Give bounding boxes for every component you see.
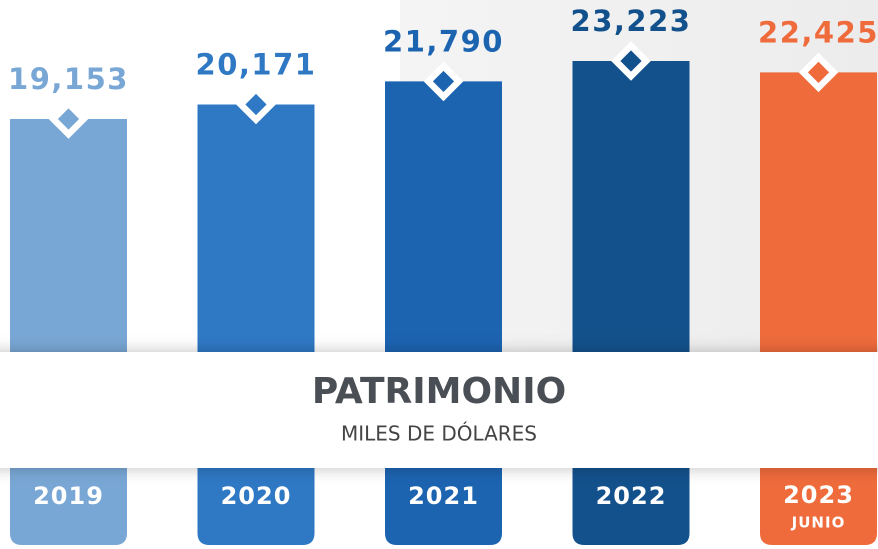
value-label: 22,425 (758, 15, 878, 49)
bar (197, 104, 315, 545)
value-label: 19,153 (8, 62, 129, 96)
marker-inner (57, 108, 80, 130)
category-labels: 2019 2020 2021 2022 2023 JUNIO (33, 481, 854, 532)
value-label: 21,790 (383, 24, 504, 58)
marker-inner (620, 50, 642, 72)
marker-inner (807, 61, 830, 83)
x-tick-label: 2020 (221, 482, 292, 510)
x-tick-label: 2021 (408, 482, 479, 510)
bar (572, 61, 690, 545)
x-tick-label: 2022 (596, 482, 667, 510)
x-tick-sublabel: JUNIO (791, 514, 846, 532)
title-band (0, 352, 878, 468)
bar (760, 72, 877, 546)
value-label: 20,171 (196, 47, 317, 81)
bar (385, 81, 502, 545)
chart-subtitle: MILES DE DÓLARES (341, 422, 537, 446)
x-tick-label: 2019 (33, 482, 104, 510)
value-label: 23,223 (571, 4, 692, 38)
x-tick-label: 2023 (783, 481, 854, 509)
chart-title: PATRIMONIO (312, 371, 566, 412)
